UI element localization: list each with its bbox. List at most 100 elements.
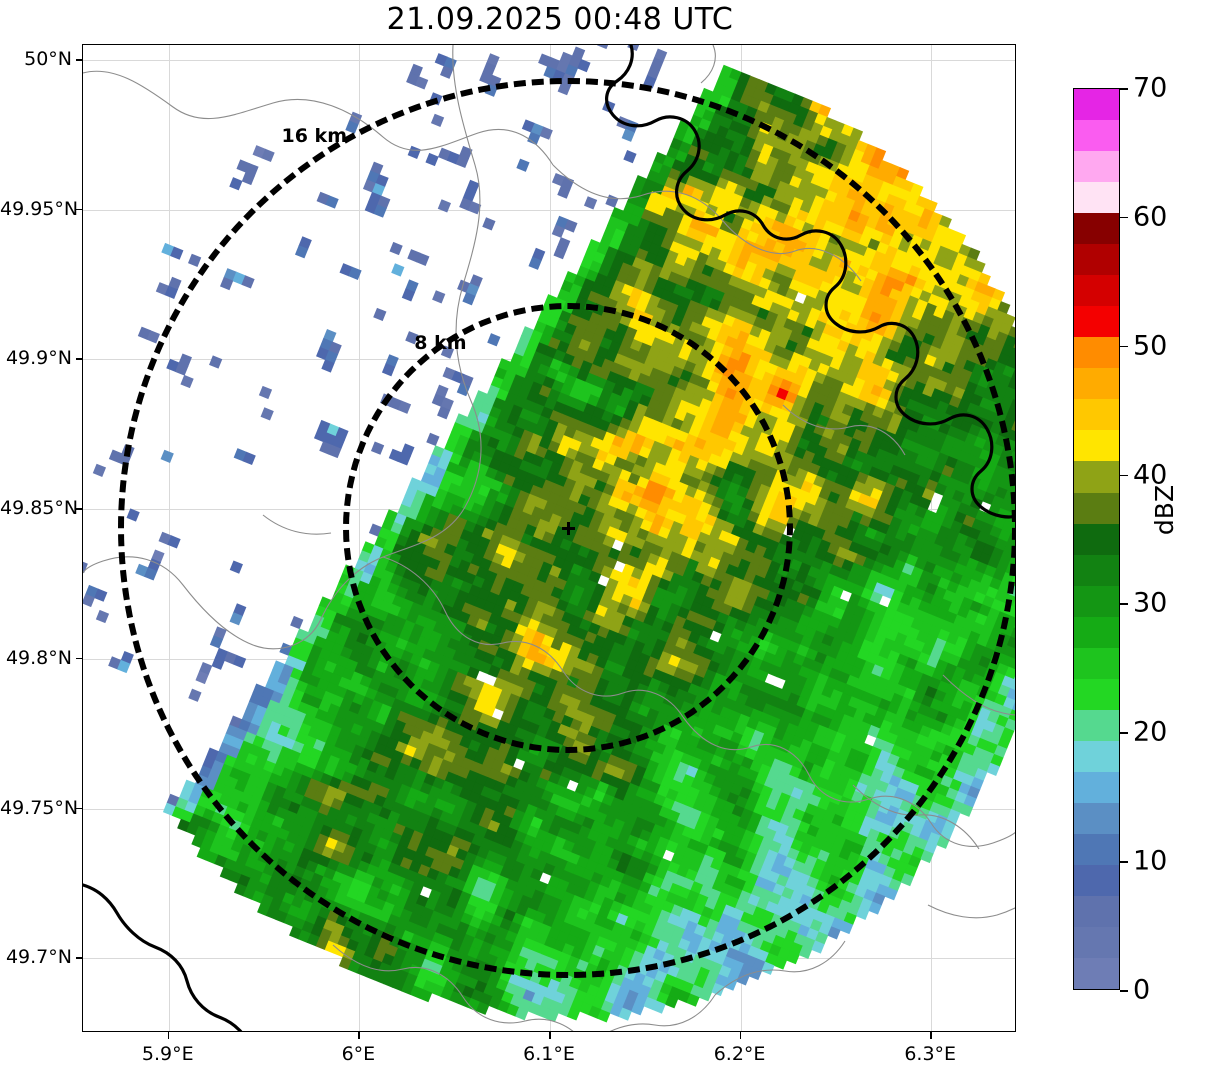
- radar-bin: [879, 874, 893, 888]
- radar-bin: [1007, 377, 1015, 392]
- radar-bin: [789, 942, 804, 956]
- radar-bin: [773, 86, 787, 100]
- radar-bin: [855, 140, 869, 154]
- radar-bin: [577, 58, 591, 73]
- radar-bin: [968, 268, 983, 283]
- radar-bin: [783, 111, 798, 125]
- radar-bin: [1011, 368, 1015, 383]
- radar-bin: [1009, 399, 1015, 413]
- radar-bin: [898, 851, 913, 865]
- radar-bin: [954, 791, 968, 805]
- radar-bin: [757, 100, 771, 114]
- radar-bin: [742, 84, 757, 98]
- radar-bin: [748, 96, 762, 111]
- radar-bin: [986, 711, 1001, 725]
- radar-bin: [653, 48, 668, 62]
- radar-bin: [819, 125, 833, 139]
- radar-bin: [824, 138, 839, 152]
- radar-bin: [945, 249, 959, 263]
- radar-bin: [906, 192, 920, 206]
- radar-bin: [773, 956, 788, 970]
- radar-bin: [897, 188, 911, 202]
- radar-bin: [1004, 666, 1015, 680]
- radar-bin: [860, 152, 874, 166]
- radar-bin: [409, 63, 423, 77]
- radar-bin: [851, 149, 865, 163]
- radar-bin: [1006, 636, 1015, 650]
- radar-bin: [800, 915, 814, 929]
- radar-bin: [801, 118, 815, 132]
- radar-bin: [854, 885, 868, 899]
- radar-bin: [966, 785, 981, 800]
- radar-bin: [974, 281, 988, 295]
- radar-bin: [938, 215, 952, 229]
- radar-bin: [85, 584, 99, 599]
- radar-bin: [997, 736, 1011, 750]
- radar-bin: [811, 940, 825, 954]
- radar-bin: [866, 879, 881, 894]
- radar-bin: [871, 177, 885, 191]
- radar-bin: [838, 899, 852, 913]
- radar-bin: [822, 913, 836, 927]
- radar-bin: [931, 233, 945, 247]
- radar-bin: [831, 917, 845, 931]
- radar-bin: [935, 224, 949, 238]
- page-title: 21.09.2025 00:48 UTC: [386, 2, 734, 37]
- radar-bin: [814, 931, 829, 945]
- radar-bin: [859, 897, 873, 912]
- radar-bin: [1008, 709, 1015, 723]
- radar-bin: [926, 220, 940, 234]
- radar-bin: [991, 288, 1006, 302]
- radar-bin: [982, 284, 997, 299]
- radar-bin: [977, 759, 992, 773]
- radar-bin: [229, 177, 243, 191]
- radar-bin: [187, 253, 202, 267]
- radar-bin: [721, 86, 735, 100]
- radar-bin: [164, 285, 178, 299]
- radar-bin: [1000, 343, 1014, 358]
- radar-bin: [892, 175, 906, 190]
- radar-bin: [938, 805, 952, 819]
- radar-bin: [798, 127, 812, 141]
- radar-bin: [737, 71, 751, 86]
- radar-bin: [995, 714, 1009, 728]
- radar-bin: [910, 183, 924, 197]
- radar-bin: [918, 238, 933, 252]
- radar-bin: [1004, 386, 1015, 400]
- radar-bin: [821, 147, 835, 161]
- radar-bin: [780, 120, 794, 134]
- radar-bin: [913, 815, 927, 830]
- radar-bin: [874, 168, 888, 182]
- radar-bin: [778, 98, 792, 113]
- radar-bin: [890, 847, 904, 862]
- radar-bin: [782, 89, 796, 104]
- radar-bin: [94, 588, 108, 602]
- radar-bin: [1001, 727, 1015, 741]
- radar-bin: [872, 147, 887, 161]
- radar-bin: [913, 225, 927, 240]
- radar-bin: [716, 73, 730, 87]
- radar-bin: [1002, 365, 1015, 379]
- radar-bin: [952, 231, 967, 245]
- radar-bin: [146, 330, 160, 344]
- radar-bin: [108, 449, 123, 463]
- radar-bin: [543, 65, 557, 80]
- radar-bin: [861, 867, 875, 881]
- radar-bin: [747, 945, 761, 959]
- radar-bin: [970, 776, 984, 791]
- radar-bin: [865, 165, 879, 179]
- radar-bin: [434, 53, 448, 67]
- radar-bin: [949, 778, 963, 792]
- radar-bin: [1008, 657, 1015, 671]
- radar-bin: [763, 931, 777, 945]
- radar-bin: [959, 265, 974, 279]
- radar-bin: [929, 801, 943, 816]
- radar-bin: [963, 256, 977, 270]
- radar-bin: [956, 760, 970, 775]
- radar-bin: [486, 53, 500, 67]
- radar-bin: [775, 926, 789, 940]
- radar-bin: [936, 783, 950, 798]
- radar-bin: [994, 693, 1008, 707]
- radar-bin: [897, 830, 911, 844]
- radar-bin: [1009, 347, 1015, 361]
